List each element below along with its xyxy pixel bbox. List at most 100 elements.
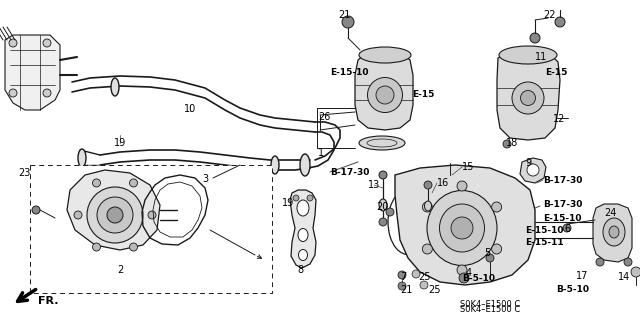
Circle shape bbox=[459, 273, 469, 283]
Polygon shape bbox=[497, 50, 560, 140]
Circle shape bbox=[503, 140, 511, 148]
Ellipse shape bbox=[420, 281, 428, 289]
Circle shape bbox=[398, 271, 406, 279]
Text: 9: 9 bbox=[525, 158, 531, 168]
Circle shape bbox=[563, 224, 571, 232]
Text: 25: 25 bbox=[428, 285, 440, 295]
Text: 19: 19 bbox=[282, 198, 294, 208]
Text: E-15-10: E-15-10 bbox=[525, 226, 563, 235]
Text: E-15-11: E-15-11 bbox=[525, 238, 564, 247]
Circle shape bbox=[97, 197, 133, 233]
Circle shape bbox=[379, 171, 387, 179]
Text: B-17-30: B-17-30 bbox=[543, 176, 582, 185]
Text: B-5-10: B-5-10 bbox=[462, 274, 495, 283]
Circle shape bbox=[386, 208, 394, 216]
Circle shape bbox=[624, 258, 632, 266]
Text: 7: 7 bbox=[400, 272, 406, 282]
Ellipse shape bbox=[512, 82, 544, 114]
Ellipse shape bbox=[298, 249, 307, 261]
Text: 24: 24 bbox=[604, 208, 616, 218]
Ellipse shape bbox=[359, 47, 411, 63]
Circle shape bbox=[93, 243, 100, 251]
Text: E-15: E-15 bbox=[412, 90, 435, 99]
Polygon shape bbox=[395, 165, 535, 285]
Ellipse shape bbox=[376, 86, 394, 104]
Circle shape bbox=[43, 39, 51, 47]
Ellipse shape bbox=[271, 156, 279, 174]
Text: 10: 10 bbox=[184, 104, 196, 114]
Ellipse shape bbox=[298, 228, 308, 241]
Circle shape bbox=[398, 282, 406, 290]
Circle shape bbox=[9, 89, 17, 97]
Circle shape bbox=[129, 179, 138, 187]
Text: 1: 1 bbox=[318, 148, 324, 158]
Text: 13: 13 bbox=[368, 180, 380, 190]
Text: 19: 19 bbox=[114, 138, 126, 148]
Text: 17: 17 bbox=[576, 271, 588, 281]
Text: 12: 12 bbox=[553, 114, 565, 124]
Ellipse shape bbox=[609, 226, 619, 238]
Ellipse shape bbox=[359, 136, 405, 150]
Circle shape bbox=[293, 195, 299, 201]
Circle shape bbox=[596, 258, 604, 266]
Circle shape bbox=[107, 207, 123, 223]
Text: B-5-10: B-5-10 bbox=[556, 285, 589, 294]
Text: 8: 8 bbox=[297, 265, 303, 275]
Circle shape bbox=[422, 244, 433, 254]
Text: 16: 16 bbox=[437, 178, 449, 188]
Circle shape bbox=[527, 164, 539, 176]
Ellipse shape bbox=[427, 190, 497, 265]
Circle shape bbox=[530, 33, 540, 43]
Ellipse shape bbox=[520, 91, 536, 106]
Bar bbox=[30, 165, 272, 293]
Circle shape bbox=[87, 187, 143, 243]
Ellipse shape bbox=[300, 154, 310, 176]
Text: 25: 25 bbox=[418, 272, 431, 282]
Text: 3: 3 bbox=[202, 174, 208, 184]
Text: 20: 20 bbox=[376, 202, 388, 212]
Ellipse shape bbox=[603, 218, 625, 246]
Circle shape bbox=[379, 218, 387, 226]
Ellipse shape bbox=[78, 149, 86, 167]
Text: 21: 21 bbox=[338, 10, 350, 20]
Circle shape bbox=[555, 17, 565, 27]
Ellipse shape bbox=[424, 201, 431, 211]
Circle shape bbox=[9, 39, 17, 47]
Ellipse shape bbox=[297, 200, 309, 216]
Circle shape bbox=[74, 211, 82, 219]
Ellipse shape bbox=[440, 204, 484, 252]
Text: 22: 22 bbox=[543, 10, 556, 20]
Polygon shape bbox=[67, 170, 160, 250]
Text: S0K4–E1500 C: S0K4–E1500 C bbox=[460, 305, 520, 314]
Text: 11: 11 bbox=[535, 52, 547, 62]
Text: E-15-10: E-15-10 bbox=[543, 214, 582, 223]
Text: 5: 5 bbox=[484, 248, 490, 258]
Ellipse shape bbox=[451, 217, 473, 239]
Text: 21: 21 bbox=[400, 285, 412, 295]
Text: B-17-30: B-17-30 bbox=[543, 200, 582, 209]
Ellipse shape bbox=[499, 46, 557, 64]
Circle shape bbox=[148, 211, 156, 219]
Circle shape bbox=[457, 265, 467, 275]
Circle shape bbox=[422, 202, 433, 212]
Circle shape bbox=[93, 179, 100, 187]
Circle shape bbox=[342, 16, 354, 28]
Text: 26: 26 bbox=[318, 112, 330, 122]
Polygon shape bbox=[290, 190, 316, 268]
Circle shape bbox=[486, 254, 494, 262]
Text: 14: 14 bbox=[618, 272, 630, 282]
Ellipse shape bbox=[412, 270, 420, 278]
Circle shape bbox=[492, 202, 502, 212]
Ellipse shape bbox=[367, 78, 403, 113]
Polygon shape bbox=[355, 50, 413, 130]
Circle shape bbox=[424, 181, 432, 189]
Ellipse shape bbox=[379, 199, 387, 211]
Text: E-15: E-15 bbox=[545, 68, 568, 77]
Text: 18: 18 bbox=[506, 138, 518, 148]
Circle shape bbox=[457, 181, 467, 191]
Text: 23: 23 bbox=[18, 168, 30, 178]
Text: E-15-10: E-15-10 bbox=[330, 68, 369, 77]
Circle shape bbox=[307, 195, 313, 201]
Text: 15: 15 bbox=[462, 162, 474, 172]
Text: FR.: FR. bbox=[38, 296, 58, 306]
